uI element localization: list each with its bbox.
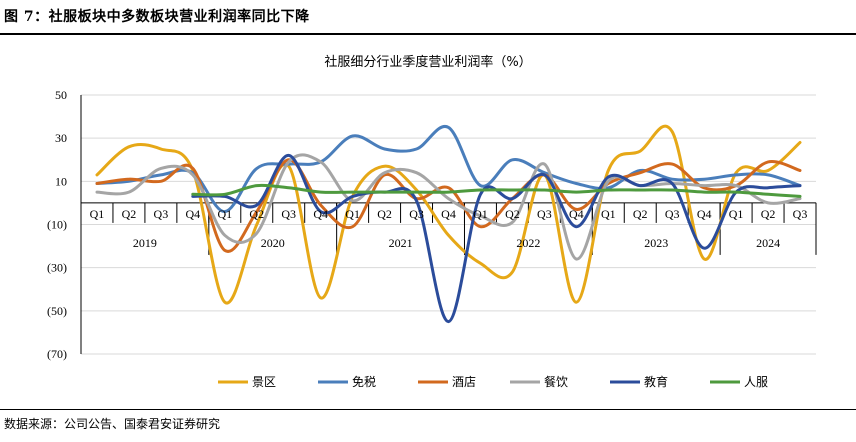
legend-label: 景区 — [252, 375, 276, 389]
y-tick-label: (30) — [47, 261, 67, 275]
category-label: Q3 — [537, 207, 552, 221]
category-label: Q1 — [601, 207, 616, 221]
legend-label: 免税 — [352, 374, 376, 389]
line-chart: 社服细分行业季度营业利润率（%） 503010(10)(30)(50)(70) … — [47, 54, 817, 389]
category-label: Q3 — [793, 207, 808, 221]
chart-title: 社服细分行业季度营业利润率（%） — [324, 54, 531, 70]
y-tick-label: 50 — [55, 88, 67, 102]
category-label: Q3 — [281, 207, 296, 221]
category-label: Q1 — [90, 207, 105, 221]
category-label: Q3 — [665, 207, 680, 221]
category-label: Q2 — [761, 207, 776, 221]
category-label: Q4 — [569, 207, 584, 221]
category-label: Q2 — [505, 207, 520, 221]
x-axis-labels: 2019 2020 2021 2022 2023 2024 Q1 Q2 Q3 Q4 Q1 Q2 Q3 Q4… — [90, 207, 808, 250]
legend: 景区 免税 酒店 餐饮 教育 人服 — [218, 374, 768, 389]
source-note: 数据来源：公司公告、国泰君安证券研究 — [4, 417, 221, 431]
y-tick-label: (70) — [47, 347, 67, 361]
legend-label: 教育 — [644, 374, 668, 389]
legend-label: 餐饮 — [544, 374, 568, 389]
category-label: Q2 — [122, 207, 137, 221]
series-line-4 — [95, 153, 802, 261]
figure-caption: 图 7：社服板块中多数板块营业利润率同比下降 — [4, 9, 310, 25]
year-label: 2021 — [389, 236, 413, 250]
category-label: Q2 — [377, 207, 392, 221]
series-line-2 — [95, 124, 802, 214]
category-label: Q1 — [345, 207, 360, 221]
bottom-rule — [0, 409, 856, 410]
y-tick-label: 30 — [55, 131, 67, 145]
category-label: Q4 — [697, 207, 712, 221]
category-label: Q4 — [441, 207, 456, 221]
category-label: Q3 — [409, 207, 424, 221]
category-label: Q1 — [473, 207, 488, 221]
series-lines — [95, 124, 802, 324]
y-tick-label: (10) — [47, 218, 67, 232]
category-label: Q2 — [633, 207, 648, 221]
legend-label: 酒店 — [452, 375, 476, 389]
year-label: 2023 — [644, 236, 668, 250]
series-line-1 — [95, 124, 802, 305]
year-label: 2024 — [756, 236, 780, 250]
category-label: Q4 — [313, 207, 328, 221]
category-label: Q4 — [186, 207, 201, 221]
axes: 50 30 10 (10) (30) (50) (70) — [47, 88, 817, 361]
category-label: Q1 — [217, 207, 232, 221]
gridlines — [81, 94, 816, 355]
category-label: Q2 — [249, 207, 264, 221]
category-label: Q3 — [154, 207, 169, 221]
legend-label: 人服 — [744, 375, 768, 389]
series-line-6 — [191, 183, 802, 198]
series-line-5 — [191, 153, 802, 324]
category-label: Q1 — [729, 207, 744, 221]
top-rule — [0, 33, 856, 35]
year-label: 2020 — [261, 236, 285, 250]
year-label: 2019 — [133, 236, 157, 250]
y-tick-label: (50) — [47, 304, 67, 318]
series-line-3 — [95, 158, 802, 253]
year-label: 2022 — [516, 236, 540, 250]
y-tick-label: 10 — [55, 174, 67, 188]
